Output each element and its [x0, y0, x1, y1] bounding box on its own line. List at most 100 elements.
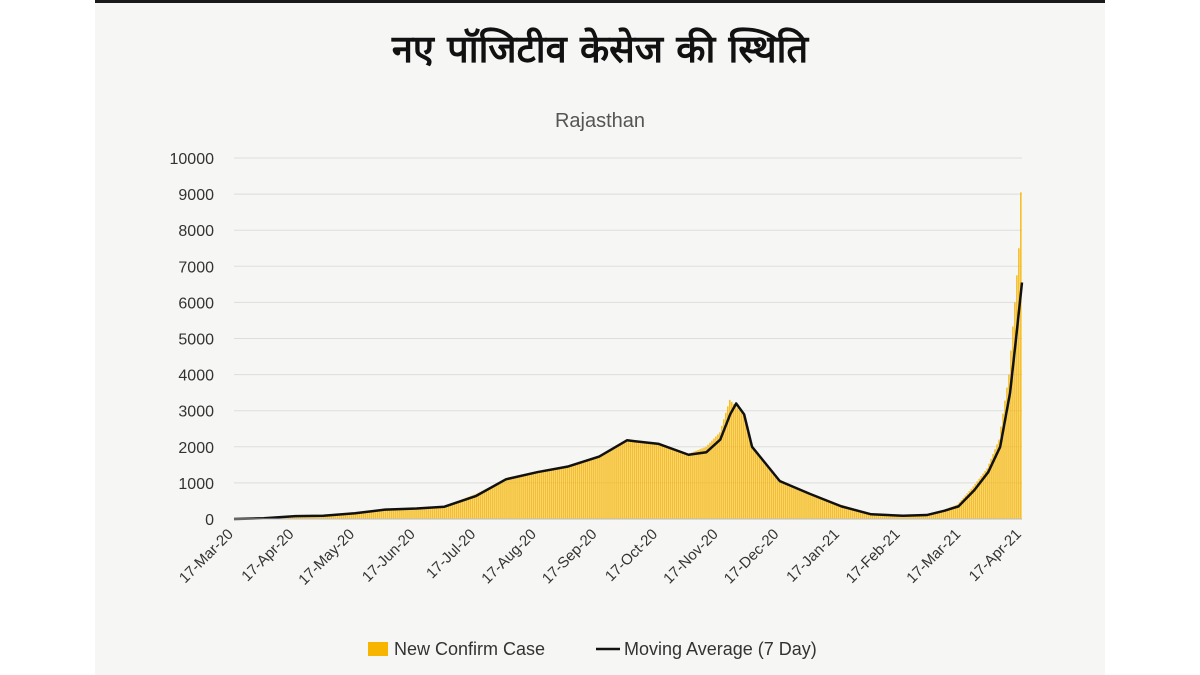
bar — [327, 515, 329, 519]
bar — [412, 508, 414, 519]
bar — [986, 468, 988, 519]
bar — [740, 412, 743, 519]
bar — [376, 509, 379, 519]
bar — [697, 450, 699, 519]
bar — [663, 445, 666, 519]
bar — [824, 499, 826, 519]
bar — [693, 451, 695, 519]
bar — [594, 457, 596, 519]
bar — [766, 465, 769, 519]
bar — [572, 464, 575, 519]
bar — [1014, 302, 1016, 519]
bar — [608, 450, 610, 519]
bar — [550, 469, 553, 519]
bar — [843, 505, 846, 519]
bar — [685, 453, 687, 519]
bar — [332, 514, 335, 519]
bar — [416, 508, 418, 519]
bar — [503, 480, 505, 519]
bar — [661, 444, 664, 519]
bar — [732, 404, 735, 519]
bar — [1018, 248, 1020, 519]
bar — [388, 508, 391, 519]
bar — [794, 486, 796, 519]
bar — [622, 441, 624, 519]
bar — [463, 498, 466, 519]
bar — [344, 513, 347, 519]
bar — [366, 511, 369, 519]
bar — [626, 439, 628, 519]
bar — [837, 503, 840, 519]
bar — [635, 440, 638, 519]
bar — [883, 514, 885, 519]
x-tick-label: 17-Mar-21 — [903, 526, 964, 587]
bar — [1012, 326, 1014, 519]
bar — [956, 504, 959, 519]
bar — [762, 460, 765, 519]
bar — [586, 459, 588, 519]
bars — [235, 192, 1022, 520]
x-tick-label: 17-Mar-20 — [176, 526, 237, 587]
bar — [497, 483, 499, 519]
bar — [988, 463, 990, 519]
bar — [738, 410, 741, 519]
y-tick-label: 5000 — [178, 332, 214, 349]
bar — [958, 502, 961, 519]
bar — [754, 451, 757, 519]
y-tick-label: 4000 — [178, 368, 214, 385]
bar — [810, 494, 812, 519]
bar — [315, 515, 317, 519]
bar — [616, 445, 618, 519]
bar — [677, 450, 680, 519]
bar — [758, 456, 761, 519]
bar — [996, 444, 998, 519]
bar — [1010, 350, 1012, 519]
bar — [515, 477, 517, 519]
bar — [911, 515, 913, 519]
bar — [313, 515, 315, 519]
bar — [930, 513, 933, 519]
bar — [750, 446, 753, 519]
bar — [742, 414, 745, 519]
bar — [612, 447, 614, 519]
chart-title: Rajasthan — [555, 110, 645, 132]
bar — [923, 514, 925, 519]
bar — [517, 476, 519, 519]
bar — [487, 487, 490, 519]
bar — [653, 442, 656, 519]
bar — [588, 459, 590, 519]
bar — [461, 499, 464, 519]
bar — [336, 514, 339, 519]
bar — [887, 514, 889, 519]
bar — [433, 507, 436, 519]
x-tick-label: 17-Apr-21 — [966, 526, 1025, 585]
bar — [390, 508, 392, 519]
bar — [921, 514, 923, 519]
bar — [598, 455, 600, 519]
bar — [723, 419, 725, 519]
bar — [338, 513, 341, 519]
x-tick-label: 17-Feb-21 — [843, 526, 904, 587]
bar — [905, 515, 907, 519]
bar — [940, 510, 943, 519]
bar — [564, 467, 567, 519]
bar — [552, 469, 555, 519]
bar — [386, 508, 389, 519]
bar — [938, 511, 941, 519]
bar — [928, 513, 931, 519]
bar — [578, 462, 581, 519]
bar — [430, 507, 432, 519]
bar — [317, 515, 319, 519]
bar — [459, 500, 462, 519]
bar — [802, 490, 804, 519]
bar — [356, 512, 359, 519]
bar — [671, 448, 674, 519]
bar — [382, 509, 385, 519]
bar — [467, 496, 470, 519]
bar — [643, 441, 646, 519]
chart-panel — [95, 0, 1105, 675]
x-tick-label: 17-Jun-20 — [359, 526, 419, 586]
y-tick-label: 9000 — [178, 187, 214, 204]
bar — [604, 452, 606, 519]
bar — [362, 511, 365, 519]
